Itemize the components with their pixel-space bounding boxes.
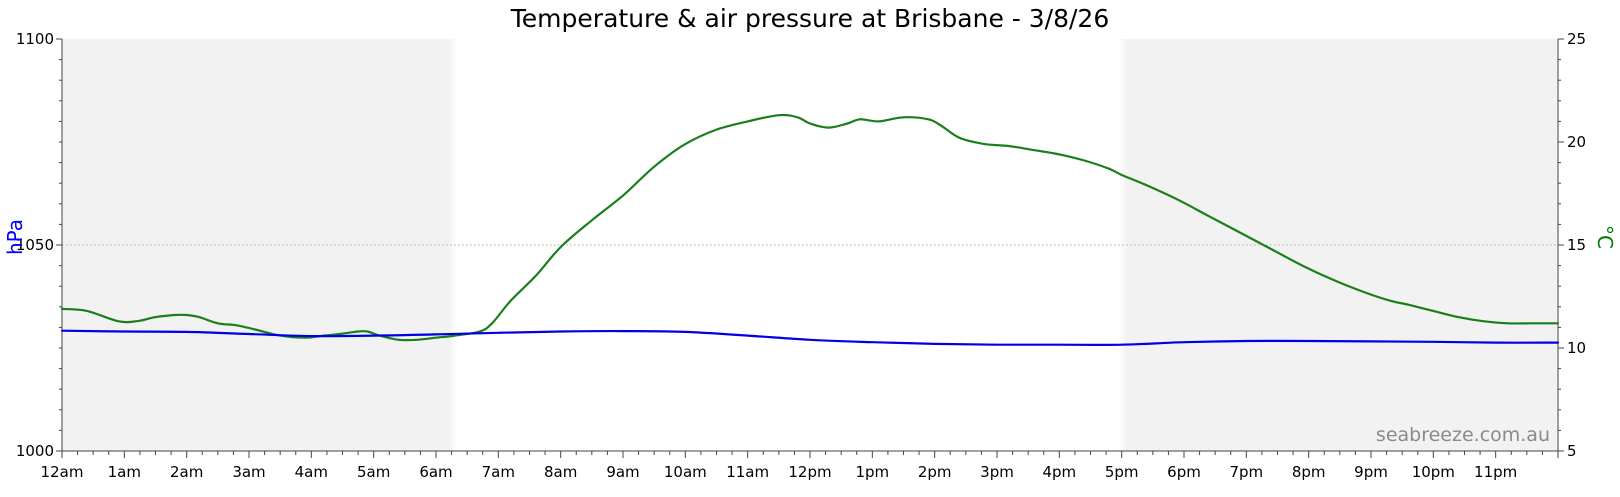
x-tick-label: 12am xyxy=(41,463,84,481)
x-tick-label: 4am xyxy=(295,463,328,481)
right-tick-label: 20 xyxy=(1567,133,1586,151)
right-tick-label: 15 xyxy=(1567,236,1586,254)
chart-title: Temperature & air pressure at Brisbane -… xyxy=(510,4,1109,33)
x-tick-label: 4pm xyxy=(1042,463,1076,481)
x-axis: 12am 1am 2am 3am 4am 5am 6am 7am 8am 9am 10am 11am 1… xyxy=(41,451,1559,481)
x-tick-label: 8pm xyxy=(1292,463,1326,481)
x-tick-label: 5pm xyxy=(1105,463,1139,481)
x-tick-label: 6am xyxy=(419,463,452,481)
x-tick-label: 9pm xyxy=(1354,463,1388,481)
x-tick-label: 7am xyxy=(482,463,515,481)
right-tick-label: 25 xyxy=(1567,30,1586,48)
x-tick-label: 1am xyxy=(108,463,141,481)
x-tick-label: 7pm xyxy=(1229,463,1263,481)
x-tick-label: 6pm xyxy=(1167,463,1201,481)
x-tick-label: 10am xyxy=(664,463,707,481)
series-lines xyxy=(60,113,1560,346)
right-tick-label: 5 xyxy=(1567,442,1577,460)
x-tick-label: 11pm xyxy=(1474,463,1517,481)
x-tick-label: 5am xyxy=(357,463,390,481)
x-tick-label: 2pm xyxy=(918,463,952,481)
x-tick-label: 3am xyxy=(232,463,265,481)
x-tick-label: 1pm xyxy=(855,463,889,481)
right-tick-label: 10 xyxy=(1567,339,1586,357)
x-tick-label: 8am xyxy=(544,463,577,481)
left-tick-label: 1100 xyxy=(16,30,54,48)
left-tick-label: 1000 xyxy=(16,442,54,460)
x-tick-label: 12pm xyxy=(788,463,831,481)
left-tick-label: 1050 xyxy=(16,236,54,254)
x-tick-label: 10pm xyxy=(1412,463,1455,481)
left-axis-title: hPa xyxy=(3,219,27,255)
left-axis: 1000 1050 1100 xyxy=(16,30,62,460)
x-tick-label: 9am xyxy=(606,463,639,481)
pressure-line xyxy=(60,329,1560,346)
x-tick-label: 3pm xyxy=(980,463,1014,481)
right-axis: 5 10 15 20 25 xyxy=(1558,30,1586,460)
right-axis-title: °C xyxy=(1593,225,1617,249)
x-tick-label: 11am xyxy=(726,463,769,481)
x-tick-label: 2am xyxy=(170,463,203,481)
watermark: seabreeze.com.au xyxy=(1376,424,1550,446)
